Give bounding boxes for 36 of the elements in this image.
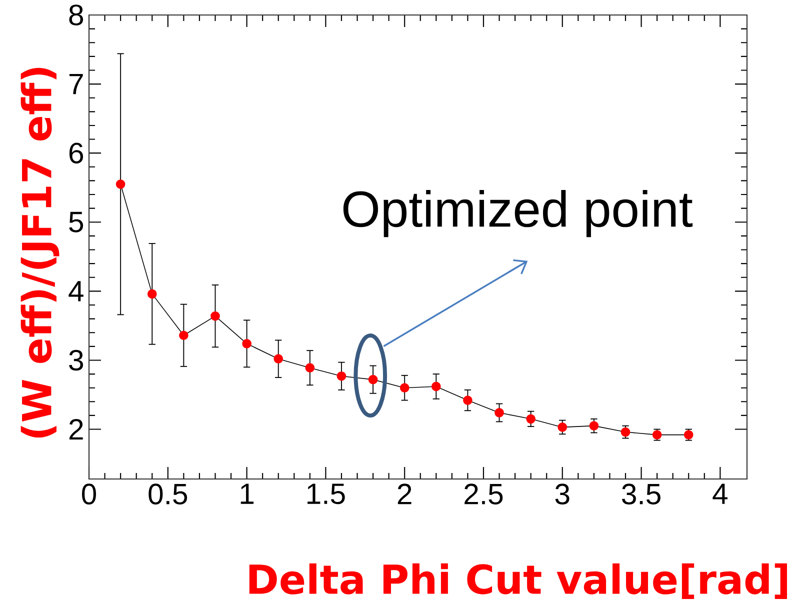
point xyxy=(116,179,126,189)
y-tick-label: 3 xyxy=(69,350,84,371)
point xyxy=(431,382,441,392)
point xyxy=(494,408,504,418)
x-tick-label: 2.5 xyxy=(464,484,503,504)
y-tick-label: 4 xyxy=(68,281,84,302)
point xyxy=(620,427,630,437)
point xyxy=(368,374,378,384)
x-tick-label: 4 xyxy=(712,484,728,504)
x-tick-label: 1.5 xyxy=(308,484,345,504)
point xyxy=(526,414,536,424)
point xyxy=(400,383,410,393)
y-tick-label: 7 xyxy=(69,74,83,94)
y-tick-label: 6 xyxy=(69,142,84,164)
point xyxy=(558,422,568,432)
point xyxy=(147,289,157,299)
point xyxy=(305,363,315,372)
point xyxy=(274,354,284,364)
x-axis-title: Delta Phi Cut value[rad] xyxy=(249,563,787,600)
x-tick-label: 3.5 xyxy=(622,484,660,504)
point xyxy=(463,396,472,405)
x-tick-label: 0.5 xyxy=(148,484,188,504)
y-tick-label: 8 xyxy=(69,4,84,26)
x-tick-label: 2 xyxy=(398,484,412,504)
point xyxy=(210,311,220,321)
y-axis-title: (W eff)/(JF17 eff) xyxy=(20,68,60,438)
y-tick-label: 2 xyxy=(69,419,83,440)
annotation: Optimized point xyxy=(343,190,693,238)
x-tick-label: 1 xyxy=(240,484,254,504)
point xyxy=(179,330,188,340)
x-tick-label: 0 xyxy=(82,484,96,504)
y-tick-label: 5 xyxy=(69,212,84,232)
point xyxy=(336,371,346,381)
point xyxy=(589,421,599,430)
x-tick-label: 3 xyxy=(555,484,570,504)
point xyxy=(242,338,252,348)
